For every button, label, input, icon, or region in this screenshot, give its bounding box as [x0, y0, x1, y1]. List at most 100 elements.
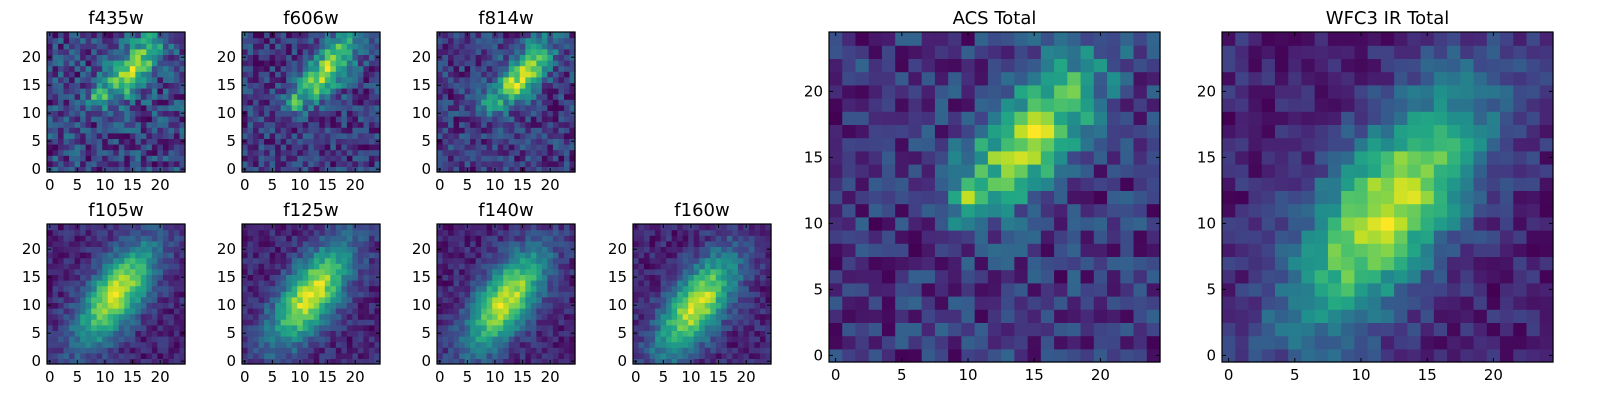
heatmap-cell	[151, 257, 158, 264]
heatmap-cell	[1001, 335, 1015, 350]
heatmap-cell	[113, 138, 120, 145]
heatmap-cell	[157, 99, 164, 106]
heatmap-cell	[242, 341, 249, 348]
heatmap-cell	[52, 48, 59, 55]
heatmap-cell	[464, 121, 471, 128]
heatmap-cell	[547, 352, 554, 359]
heatmap-cell	[352, 257, 359, 264]
heatmap-cell	[519, 82, 526, 89]
heatmap-cell	[313, 104, 320, 111]
heatmap-cell	[335, 246, 342, 253]
heatmap-cell	[140, 341, 147, 348]
heatmap-cell	[715, 324, 722, 331]
heatmap-cell	[530, 65, 537, 72]
heatmap-cell	[671, 257, 678, 264]
heatmap-cell	[52, 110, 59, 117]
heatmap-cell	[118, 48, 125, 55]
heatmap-cell	[732, 302, 739, 309]
heatmap-cell	[74, 71, 81, 78]
heatmap-cell	[726, 330, 733, 337]
heatmap-cell	[1054, 322, 1068, 337]
heatmap-cell	[470, 352, 477, 359]
heatmap-cell	[541, 268, 548, 275]
heatmap-cell	[58, 60, 65, 67]
heatmap-cell	[649, 235, 656, 242]
heatmap-cell	[737, 302, 744, 309]
heatmap-cell	[514, 324, 521, 331]
heatmap-cell	[113, 229, 120, 236]
heatmap-cell	[319, 76, 326, 83]
heatmap-cell	[297, 43, 304, 50]
heatmap-cell	[881, 309, 896, 323]
heatmap-cell	[638, 285, 645, 292]
heatmap-cell	[519, 116, 526, 123]
heatmap-cell	[47, 296, 54, 303]
heatmap-cell	[638, 308, 645, 315]
heatmap-cell	[275, 252, 282, 259]
heatmap-cell	[644, 274, 651, 281]
heatmap-cell	[481, 149, 488, 156]
heatmap-cell	[547, 43, 554, 50]
heatmap-cell	[140, 71, 147, 78]
heatmap-cell	[102, 274, 109, 281]
heatmap-cell	[91, 324, 98, 331]
heatmap-cell	[91, 54, 98, 61]
heatmap-cell	[475, 43, 482, 50]
heatmap-cell	[291, 71, 298, 78]
heatmap-cell	[519, 127, 526, 134]
heatmap-cell	[258, 127, 265, 134]
heatmap-cell	[124, 76, 131, 83]
x-tick-label: 0	[45, 368, 55, 386]
heatmap-cell	[173, 252, 181, 259]
heatmap-cell	[96, 257, 103, 264]
heatmap-cell	[448, 341, 455, 348]
heatmap-cell	[855, 256, 870, 271]
heatmap-cell	[1146, 296, 1161, 310]
heatmap-cell	[280, 48, 287, 55]
heatmap-cell	[113, 308, 120, 315]
heatmap-cell	[96, 296, 103, 303]
heatmap-cell	[58, 291, 65, 298]
heatmap-cell	[638, 324, 645, 331]
heatmap-cell	[118, 224, 125, 231]
heatmap-cell	[552, 308, 560, 315]
heatmap-cell	[704, 240, 711, 247]
heatmap-cell	[961, 190, 976, 205]
heatmap-cell	[743, 330, 750, 337]
heatmap-cell	[464, 308, 471, 315]
heatmap-cell	[492, 99, 499, 106]
heatmap-cell	[1014, 177, 1029, 191]
heatmap-cell	[649, 229, 656, 236]
heatmap-cell	[118, 127, 125, 134]
heatmap-cell	[748, 308, 756, 315]
heatmap-cell	[569, 121, 576, 128]
heatmap-cell	[974, 190, 989, 205]
heatmap-cell	[52, 104, 59, 111]
heatmap-cell	[291, 116, 298, 123]
heatmap-cell	[536, 65, 543, 72]
heatmap-cell	[269, 336, 276, 343]
heatmap-cell	[492, 60, 499, 67]
heatmap-cell	[503, 240, 510, 247]
heatmap-cell	[74, 302, 81, 309]
x-tick-label: 20	[541, 368, 560, 386]
heatmap-cell	[508, 296, 515, 303]
heatmap-cell	[162, 296, 170, 303]
heatmap-cell	[335, 358, 342, 365]
heatmap-cell	[308, 291, 315, 298]
heatmap-cell	[179, 336, 186, 343]
heatmap-cell	[470, 93, 477, 100]
heatmap-cell	[140, 246, 147, 253]
heatmap-cell	[368, 54, 376, 61]
heatmap-cell	[508, 324, 515, 331]
heatmap-cell	[157, 149, 164, 156]
heatmap-cell	[671, 302, 678, 309]
heatmap-cell	[374, 48, 381, 55]
heatmap-cell	[91, 308, 98, 315]
heatmap-cell	[508, 48, 515, 55]
heatmap-cell	[442, 263, 449, 270]
heatmap-cell	[319, 110, 326, 117]
heatmap-cell	[85, 308, 92, 315]
heatmap-cell	[368, 149, 376, 156]
heatmap-cell	[330, 149, 337, 156]
